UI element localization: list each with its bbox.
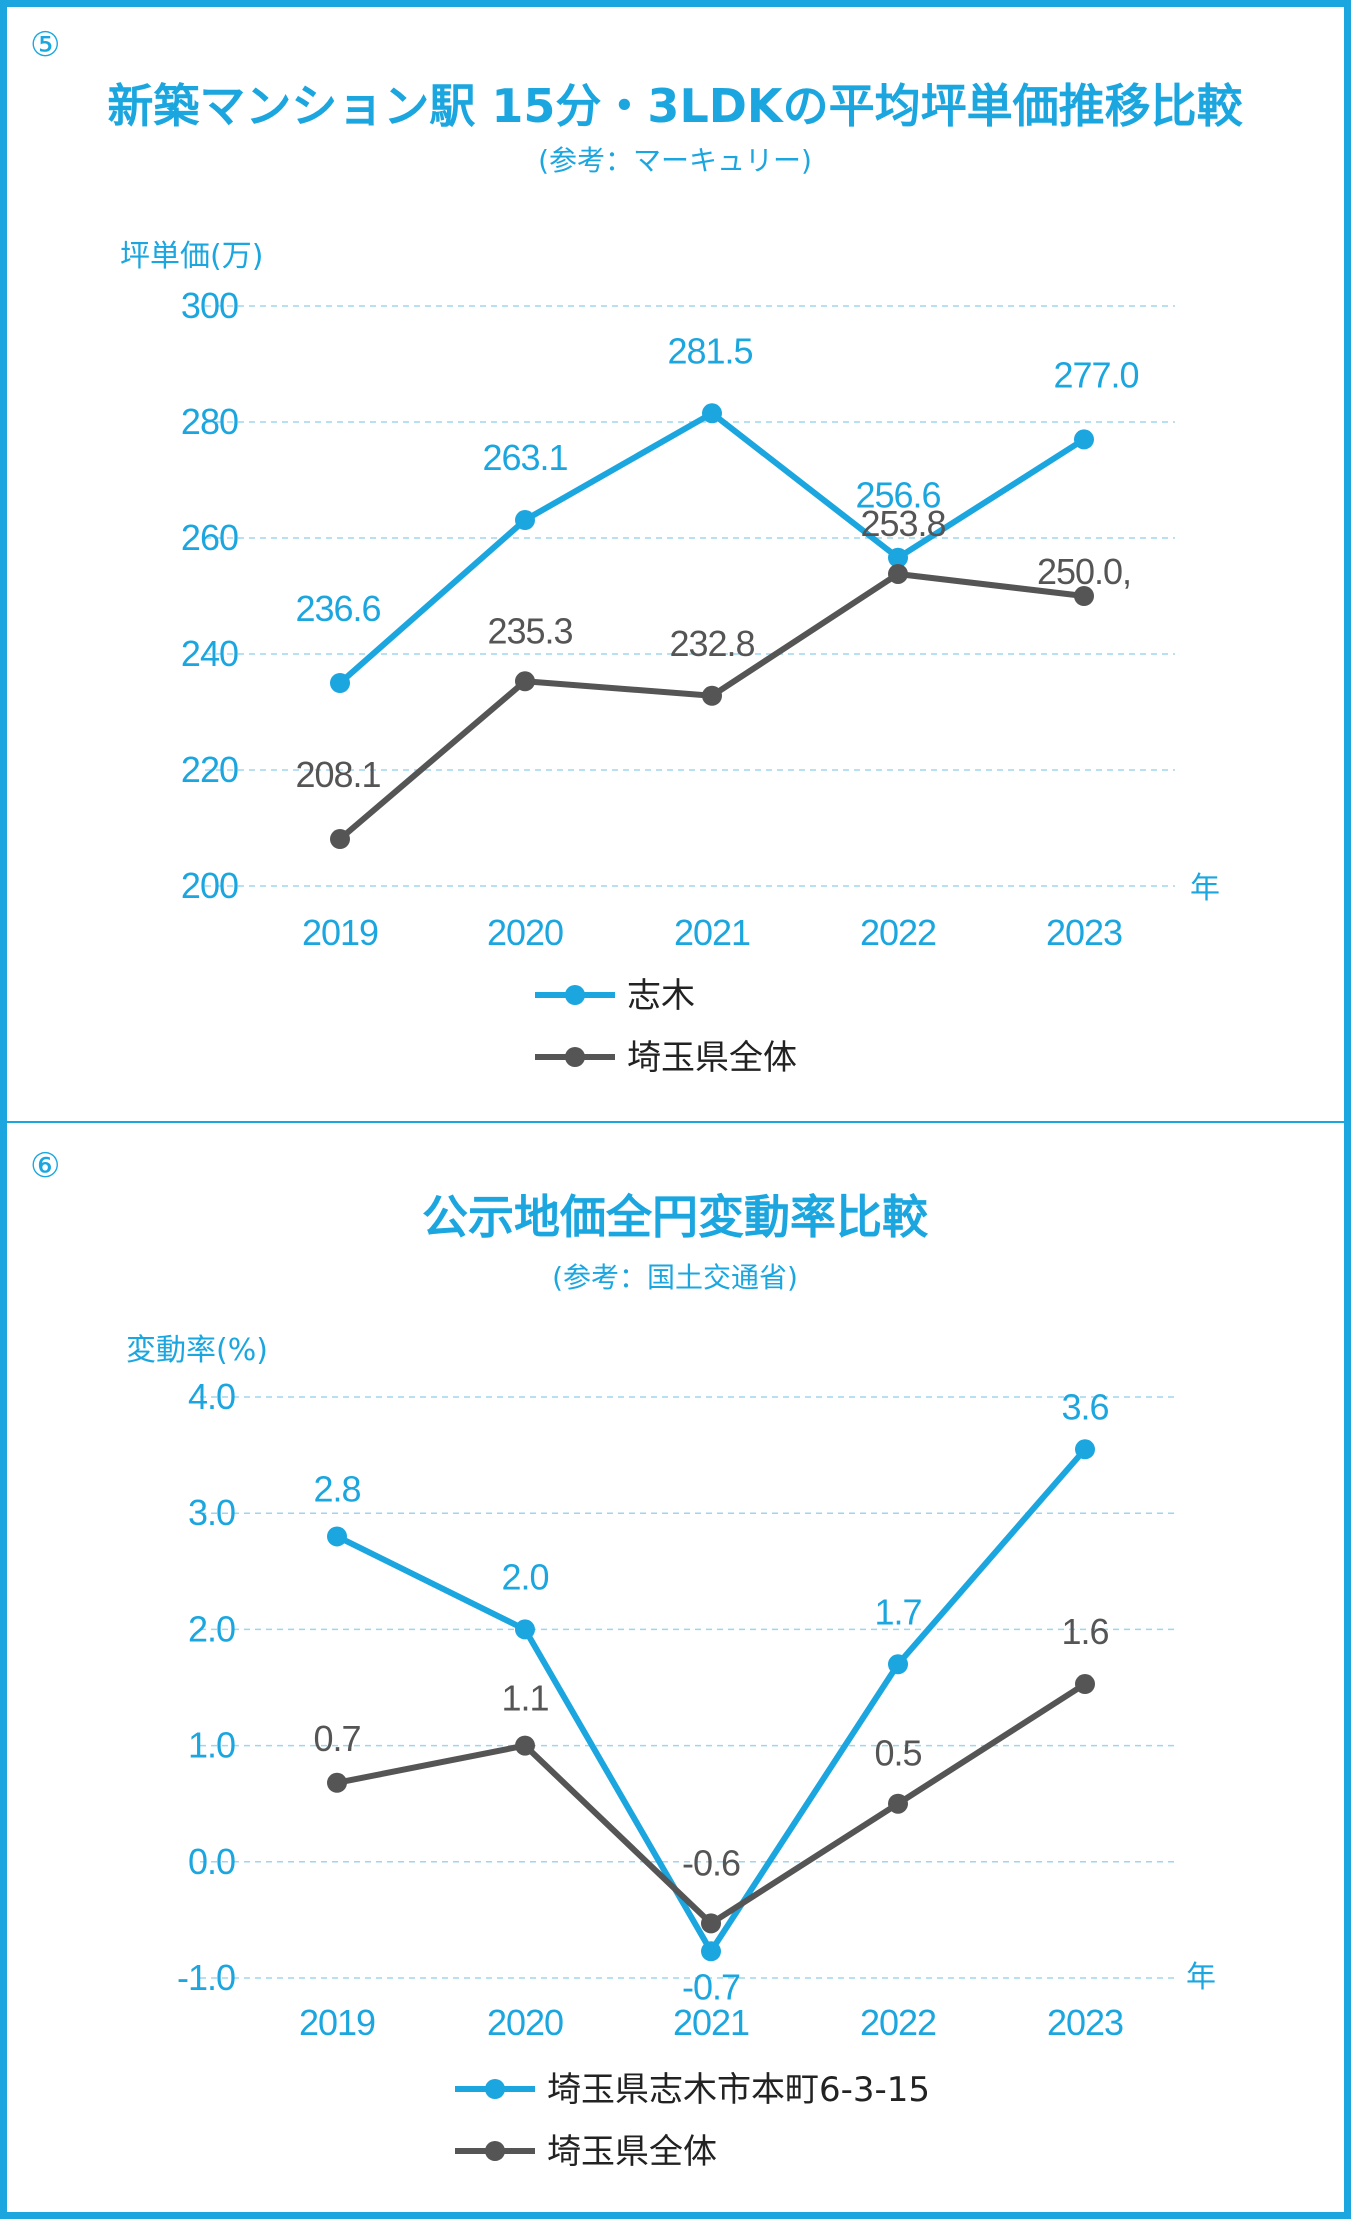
x-tick-label: 2020 [487, 2002, 563, 2043]
y-tick-label: 260 [181, 517, 238, 558]
y-tick-label: 4.0 [188, 1376, 235, 1417]
data-label: 232.8 [669, 623, 754, 664]
legend: 埼玉県志木市本町6-3-15 埼玉県全体 [455, 2070, 930, 2172]
data-point [330, 673, 350, 693]
plot-area: 4.0 3.0 2.0 1.0 0.0 -1.0 2019 2020 2021 2022 2023 2… [177, 1376, 1175, 2043]
data-label: 256.6 [855, 475, 940, 516]
chart-subtitle: (参考：マーキュリー) [538, 144, 812, 177]
x-axis-label: 年 [1186, 1960, 1216, 1995]
x-tick-label: 2022 [860, 2002, 936, 2043]
data-label: 250.0, [1037, 551, 1131, 592]
legend-marker-saitama [565, 1047, 585, 1067]
chart-subtitle: (参考：国土交通省) [552, 1261, 798, 1294]
legend: 志木 埼玉県全体 [535, 976, 797, 1078]
x-tick-label: 2023 [1047, 2002, 1123, 2043]
y-tick-label: 3.0 [188, 1492, 235, 1533]
chart-land-price-change: ⑥ 公示地価全円変動率比較 (参考：国土交通省) 変動率(%) 年 4.0 3.0… [30, 1146, 1216, 2172]
data-point [702, 685, 722, 706]
legend-label-saitama: 埼玉県全体 [627, 1038, 797, 1078]
y-axis-label: 変動率(%) [126, 1333, 268, 1368]
chart-title: 新築マンション駅 15分・3LDKの平均坪単価推移比較 [107, 79, 1243, 133]
data-point [702, 403, 722, 424]
section-divider [7, 1121, 1344, 1123]
data-label: 277.0 [1053, 354, 1138, 395]
legend-marker-saitama [485, 2141, 505, 2161]
y-tick-label: -1.0 [177, 1957, 235, 1998]
data-label: 2.8 [313, 1468, 360, 1509]
legend-label-shiki: 志木 [627, 976, 695, 1016]
y-tick-label: 0.0 [188, 1841, 235, 1882]
data-label: -0.6 [682, 1842, 740, 1883]
x-tick-label: 2019 [302, 912, 378, 953]
data-label: -0.7 [682, 1966, 740, 2007]
y-tick-label: 280 [181, 401, 238, 442]
legend-entry-saitama: 埼玉県全体 [535, 1038, 797, 1078]
x-tick-label: 2020 [487, 912, 563, 953]
x-tick-label: 2021 [673, 2002, 749, 2043]
series-line [337, 570, 1087, 843]
data-point [701, 1913, 721, 1934]
x-tick-label: 2019 [299, 2002, 375, 2043]
y-tick-label: 200 [181, 865, 238, 906]
y-tick-label: 240 [181, 633, 238, 674]
data-point [888, 563, 908, 584]
data-point [515, 1735, 535, 1756]
data-label: 263.1 [482, 437, 567, 478]
data-point [888, 1654, 908, 1675]
legend-entry-saitama: 埼玉県全体 [455, 2132, 717, 2172]
data-label: 0.7 [313, 1718, 360, 1759]
data-label: 2.0 [501, 1556, 548, 1597]
y-tick-label: 1.0 [188, 1725, 235, 1766]
data-point [701, 1941, 721, 1962]
y-tick-label: 300 [181, 285, 238, 326]
legend-entry-shiki-honcho: 埼玉県志木市本町6-3-15 [455, 2070, 930, 2110]
data-point [327, 1526, 347, 1547]
data-label: 253.8 [860, 503, 945, 544]
data-point [515, 1619, 535, 1640]
data-label: 236.6 [295, 588, 380, 629]
legend-marker-shiki-honcho [485, 2079, 505, 2099]
plot-area: 300 280 260 240 220 200 2019 2020 2021 2022 2023 23… [181, 285, 1175, 953]
data-label: 0.5 [874, 1733, 921, 1774]
legend-label-shiki-honcho: 埼玉県志木市本町6-3-15 [547, 2070, 930, 2110]
x-tick-label: 2021 [674, 912, 750, 953]
data-point [1074, 586, 1094, 606]
data-point [888, 547, 908, 568]
data-point [888, 1793, 908, 1814]
data-label: 235.3 [487, 610, 572, 651]
data-point [1074, 429, 1094, 450]
data-point [515, 510, 535, 531]
data-point [1075, 1439, 1095, 1460]
data-label: 281.5 [667, 330, 752, 371]
y-tick-label: 220 [181, 749, 238, 790]
legend-marker-shiki [565, 985, 585, 1005]
x-tick-label: 2022 [860, 912, 936, 953]
chart-number: ⑤ [30, 25, 60, 65]
legend-entry-shiki: 志木 [535, 976, 695, 1016]
data-point [327, 1772, 347, 1793]
chart-number: ⑥ [30, 1146, 60, 1186]
data-point [330, 829, 350, 850]
data-label: 1.1 [501, 1678, 548, 1719]
x-tick-label: 2023 [1046, 912, 1122, 953]
data-label: 208.1 [295, 754, 380, 795]
data-label: 3.6 [1061, 1386, 1108, 1427]
data-label: 1.7 [874, 1591, 921, 1632]
x-axis-label: 年 [1190, 871, 1220, 906]
y-axis-label: 坪単価(万) [120, 239, 263, 274]
legend-label-saitama: 埼玉県全体 [547, 2132, 717, 2172]
data-point [1075, 1674, 1095, 1695]
chart-price-trend: ⑤ 新築マンション駅 15分・3LDKの平均坪単価推移比較 (参考：マーキュリー… [30, 25, 1244, 1078]
data-label: 1.6 [1061, 1611, 1108, 1652]
data-point [515, 671, 535, 692]
series-line [334, 1681, 1088, 1927]
y-tick-label: 2.0 [188, 1608, 235, 1649]
chart-title: 公示地価全円変動率比較 [422, 1190, 929, 1244]
